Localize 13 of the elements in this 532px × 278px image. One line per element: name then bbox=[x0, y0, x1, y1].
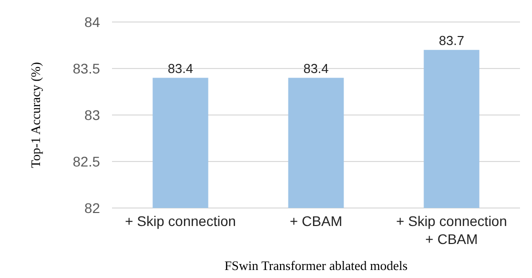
y-tick-label: 83 bbox=[84, 106, 100, 123]
y-tick-label: 82.5 bbox=[72, 153, 100, 170]
y-tick-label: 84 bbox=[84, 14, 100, 30]
x-tick-label: + Skip connection + CBAM bbox=[396, 213, 507, 247]
data-label: 83.4 bbox=[303, 60, 329, 76]
y-tick-label: 82 bbox=[84, 200, 100, 216]
y-tick-label: 83.5 bbox=[72, 60, 100, 76]
data-label: 83.4 bbox=[168, 60, 194, 76]
x-tick-label: + Skip connection bbox=[125, 213, 236, 229]
y-axis-title: Top-1 Accuracy (%) bbox=[28, 62, 43, 168]
x-tick-label: + CBAM bbox=[290, 213, 342, 229]
x-axis-title: FSwin Transformer ablated models bbox=[224, 258, 408, 273]
data-label: 83.7 bbox=[438, 32, 464, 48]
